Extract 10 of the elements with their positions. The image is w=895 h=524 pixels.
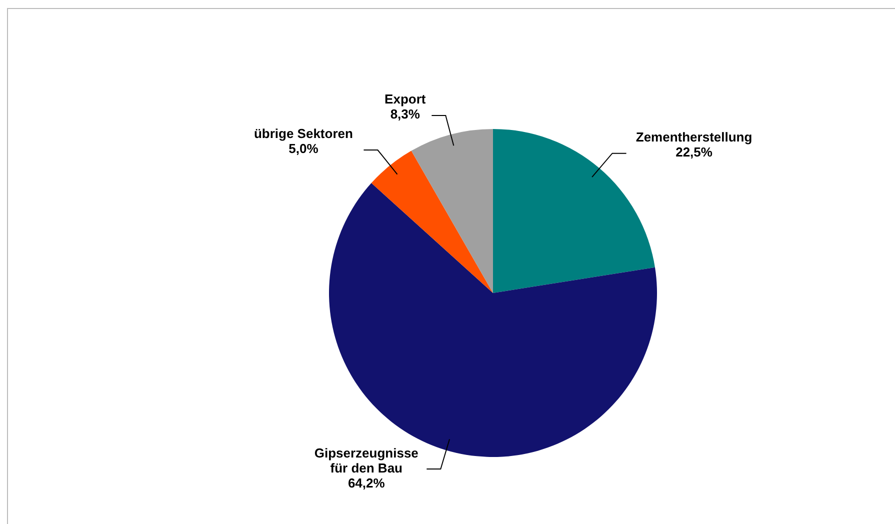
slice-label: übrige Sektoren: [254, 126, 353, 142]
slice-label: Export: [384, 92, 426, 107]
pie-slice: [411, 129, 493, 293]
data-label: 64,2%: [348, 476, 386, 491]
data-label: 8,3%: [390, 106, 420, 122]
data-label: 22,5%: [676, 144, 713, 160]
pie-slice: [371, 150, 493, 293]
slice-label: Gipserzeugnisse für den Bau: [314, 446, 418, 476]
data-label: 5,0%: [288, 141, 319, 156]
slice-label: Zementherstellung: [636, 129, 752, 144]
